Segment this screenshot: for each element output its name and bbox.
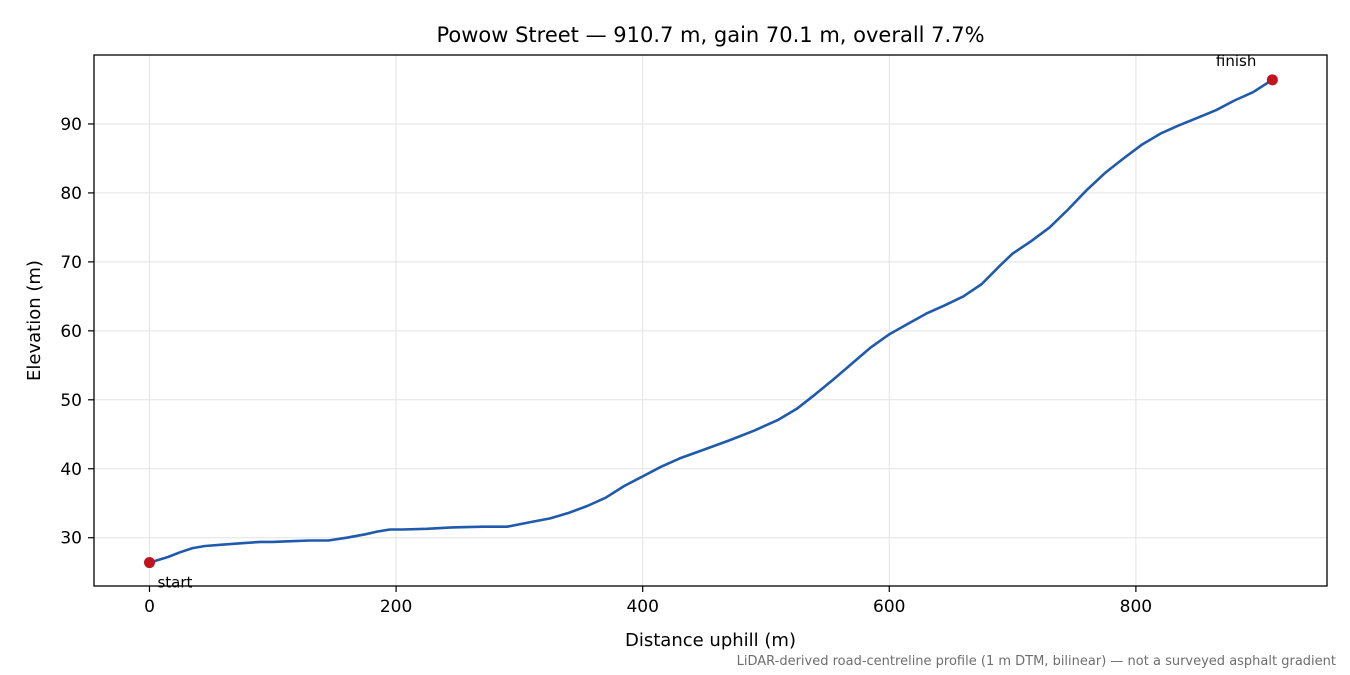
x-axis-label: Distance uphill (m) (625, 630, 796, 651)
start-annotation: start (157, 574, 192, 592)
footnote: LiDAR-derived road-centreline profile (1… (737, 654, 1336, 669)
y-tick-label: 90 (60, 115, 82, 135)
y-tick-label: 60 (60, 322, 82, 342)
y-axis-label: Elevation (m) (24, 260, 45, 381)
finish-annotation: finish (1216, 52, 1256, 70)
x-tick-label: 800 (1120, 597, 1152, 617)
y-axis-ticks: 30 40 50 60 70 80 90 (60, 115, 94, 549)
elevation-line (149, 78, 1274, 564)
marker-layer: start finish (143, 52, 1278, 592)
y-tick-label: 70 (60, 253, 82, 273)
chart-title: Powow Street — 910.7 m, gain 70.1 m, ove… (436, 23, 984, 47)
grid-lines (94, 55, 1327, 586)
y-tick-label: 50 (60, 391, 82, 411)
finish-marker (1266, 74, 1278, 86)
y-tick-label: 40 (60, 460, 82, 480)
y-tick-label: 30 (60, 529, 82, 549)
x-tick-label: 200 (380, 597, 412, 617)
plot-frame (93, 54, 1328, 587)
x-tick-label: 0 (144, 597, 155, 617)
x-tick-label: 600 (873, 597, 905, 617)
x-axis-ticks: 0 200 400 600 800 (144, 586, 1152, 617)
y-tick-label: 80 (60, 184, 82, 204)
series-layer (149, 78, 1274, 564)
start-marker (143, 557, 155, 569)
x-tick-label: 400 (626, 597, 658, 617)
